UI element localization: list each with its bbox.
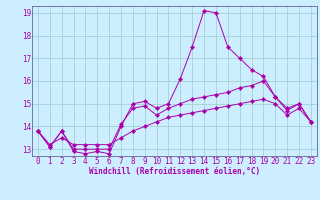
X-axis label: Windchill (Refroidissement éolien,°C): Windchill (Refroidissement éolien,°C) (89, 167, 260, 176)
